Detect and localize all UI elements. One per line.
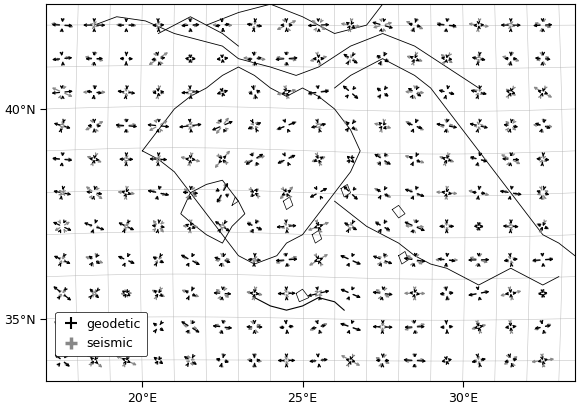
Legend: geodetic, seismic: geodetic, seismic — [55, 312, 147, 356]
